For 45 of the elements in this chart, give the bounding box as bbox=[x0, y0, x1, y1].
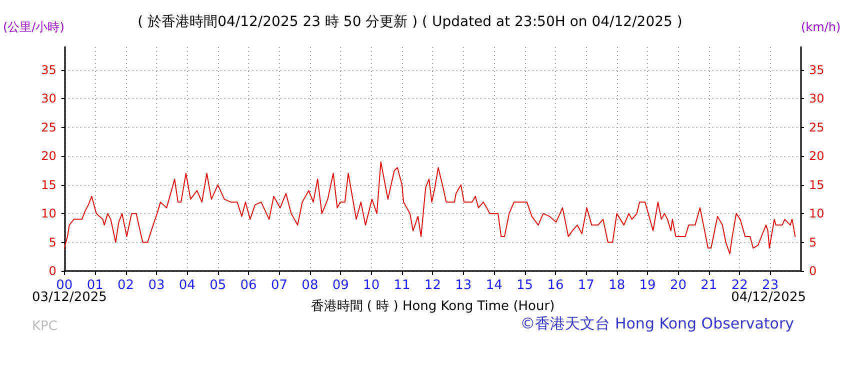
x-tick-label: 08 bbox=[302, 278, 318, 293]
text: KPC bbox=[32, 319, 58, 334]
x-axis-title: 香港時間 ( 時 ) Hong Kong Time (Hour) bbox=[310, 299, 555, 314]
y-tick-label: 30 bbox=[41, 92, 56, 106]
x-tick-label: 14 bbox=[486, 278, 502, 293]
y-tick-label: 0 bbox=[48, 264, 56, 278]
x-tick-label: 21 bbox=[700, 278, 718, 293]
y2-axis-title: (km/h) bbox=[801, 20, 841, 34]
x-tick-label: 02 bbox=[118, 278, 134, 293]
x-tick-label: 06 bbox=[240, 278, 257, 293]
y2-tick-label: 0 bbox=[809, 264, 817, 278]
y2-tick-label: 20 bbox=[809, 149, 824, 164]
x-tick-label: 19 bbox=[639, 278, 656, 293]
x-tick-label: 20 bbox=[670, 278, 687, 293]
x-tick-label: 05 bbox=[210, 278, 226, 293]
y2-tick-label: 35 bbox=[809, 62, 824, 77]
y2-tick-label: 15 bbox=[809, 178, 824, 192]
x-tick-label: 12 bbox=[424, 278, 441, 293]
line-series bbox=[64, 161, 796, 254]
y2-tick-label: 25 bbox=[809, 120, 824, 134]
y-axis-title: (公里/小時) bbox=[3, 20, 64, 34]
y-tick-label: 25 bbox=[41, 120, 56, 134]
text: 04/12/2025 bbox=[731, 290, 806, 305]
x-tick-label: 13 bbox=[455, 278, 472, 293]
y2-tick-label: 10 bbox=[809, 206, 824, 221]
y-tick-label: 5 bbox=[48, 235, 56, 250]
y2-tick-label: 5 bbox=[809, 235, 817, 250]
text: 03/12/2025 bbox=[32, 290, 107, 305]
y-tick-label: 15 bbox=[41, 178, 56, 192]
x-tick-label: 18 bbox=[608, 278, 626, 293]
x-tick-label: 10 bbox=[363, 278, 380, 293]
x-tick-label: 16 bbox=[547, 278, 564, 293]
x-tick-label: 07 bbox=[270, 278, 288, 293]
x-tick-label: 11 bbox=[394, 278, 410, 293]
text: ©香港天文台 Hong Kong Observatory bbox=[520, 314, 794, 332]
x-tick-label: 03 bbox=[148, 278, 165, 293]
x-tick-label: 17 bbox=[578, 278, 594, 293]
y2-tick-label: 30 bbox=[809, 92, 824, 106]
x-tick-label: 15 bbox=[516, 278, 534, 293]
x-tick-label: 09 bbox=[332, 278, 349, 293]
y-tick-label: 10 bbox=[41, 206, 56, 221]
chart-title: ( 於香港時間04/12/2025 23 時 50 分更新 ) ( Updated at 23:50H on 04/12/2025 ) bbox=[138, 14, 682, 30]
y-tick-label: 20 bbox=[41, 149, 56, 164]
y-tick-label: 35 bbox=[41, 62, 56, 77]
x-tick-label: 04 bbox=[178, 278, 196, 293]
